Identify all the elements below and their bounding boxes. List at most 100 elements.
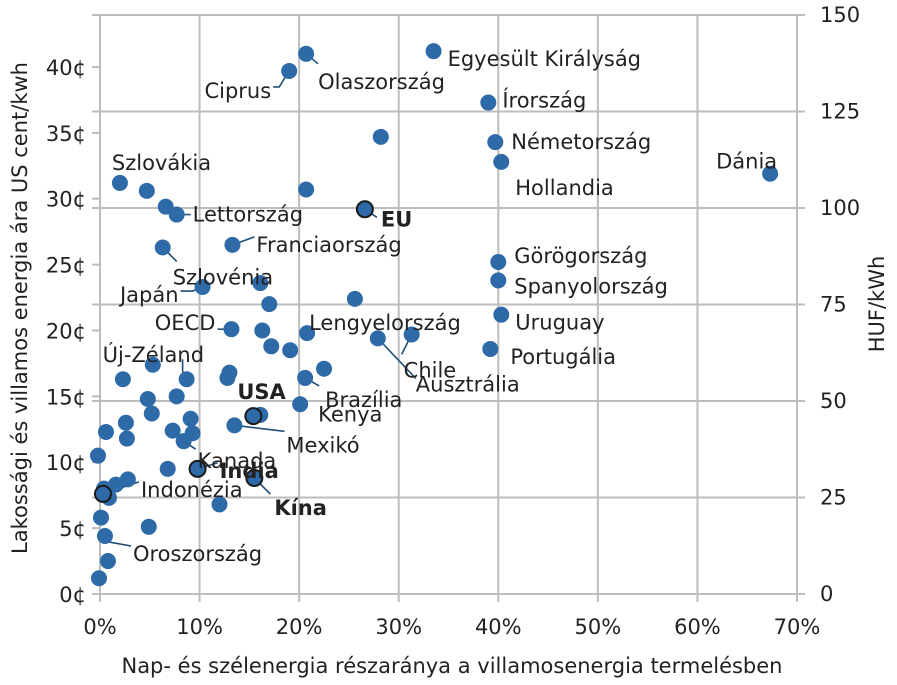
data-point <box>263 338 280 355</box>
leader-line <box>234 424 285 433</box>
x-tick-label: 30% <box>375 615 422 639</box>
data-point-mexikó <box>226 417 243 434</box>
point-label: Németország <box>511 130 651 154</box>
y2-tick-label: 125 <box>820 100 860 124</box>
data-point <box>91 570 108 587</box>
x-tick-label: 40% <box>475 615 522 639</box>
data-point <box>97 423 114 440</box>
y-tick-label: 35¢ <box>46 122 86 146</box>
data-point-görögország <box>490 253 507 270</box>
x-tick-label: 60% <box>674 615 721 639</box>
point-label: USA <box>237 380 286 404</box>
data-point <box>143 405 160 422</box>
y-tick-label: 15¢ <box>46 385 86 409</box>
data-point-írország <box>480 94 497 111</box>
point-label: Írország <box>502 88 586 113</box>
data-point <box>139 391 156 408</box>
data-point <box>282 342 299 359</box>
y2-axis-title: HUF/kWh <box>865 256 889 353</box>
data-point-kenya <box>292 396 309 413</box>
point-label: Dánia <box>716 150 777 174</box>
data-point-lettország <box>168 206 185 223</box>
data-point <box>159 460 176 477</box>
y2-tick-label: 75 <box>820 293 847 317</box>
data-point <box>346 290 363 307</box>
data-point <box>261 296 278 313</box>
y-tick-label: 5¢ <box>59 517 86 541</box>
data-point-ausztrália <box>369 330 386 347</box>
y2-tick-label: 50 <box>820 389 847 413</box>
point-label: Franciaország <box>256 233 401 257</box>
y2-tick-label: 100 <box>820 196 860 220</box>
point-label: Oroszország <box>133 542 262 566</box>
y-axis-title: Lakossági és villamos energia ára US cen… <box>8 62 32 554</box>
point-label: Lengyelország <box>309 311 461 335</box>
data-point-brazília <box>297 369 314 386</box>
point-label: Japán <box>118 283 179 307</box>
data-point <box>164 422 181 439</box>
axis-ticks: 0% 10% 20% 30% 40% 50% 60% 70% 0 25 50 75 100 125 150 0… <box>46 3 860 639</box>
data-point <box>211 496 228 513</box>
data-point-ciprus <box>281 62 298 79</box>
y-tick-label: 40¢ <box>46 56 86 80</box>
point-label: Mexikó <box>286 433 359 457</box>
data-point-olaszország <box>298 45 315 62</box>
data-point-új-zéland <box>178 371 195 388</box>
data-point-németország <box>487 134 504 151</box>
y2-tick-label: 0 <box>820 582 833 606</box>
data-point-uruguay <box>493 306 510 323</box>
data-point <box>114 371 131 388</box>
point-label: Uruguay <box>515 311 604 335</box>
data-point-hollandia <box>493 153 510 170</box>
x-tick-label: 20% <box>276 615 323 639</box>
point-label: Görögország <box>514 244 647 268</box>
point-label: Ciprus <box>204 79 271 103</box>
data-point <box>138 182 155 199</box>
data-point <box>316 360 333 377</box>
grid-lines <box>92 14 805 602</box>
point-label: Szlovénia <box>173 265 273 289</box>
point-label: Chile <box>404 358 457 382</box>
data-point-chile <box>403 326 420 343</box>
data-point-oroszország <box>96 528 113 545</box>
point-label: Szlovákia <box>112 151 211 175</box>
x-axis-title: Nap- és szélenergia részaránya a villamo… <box>121 654 782 678</box>
data-point <box>140 518 157 535</box>
data-point-szlovénia <box>154 239 171 256</box>
data-point <box>168 388 185 405</box>
data-point-kanada <box>175 433 192 450</box>
point-label: Lettország <box>193 203 303 227</box>
point-label: Portugália <box>510 345 616 369</box>
data-point <box>99 553 116 570</box>
y2-tick-label: 25 <box>820 486 847 510</box>
point-label: Egyesült Királyság <box>448 47 641 71</box>
data-point-india <box>188 459 207 478</box>
data-point <box>252 275 269 292</box>
data-point-indonézia <box>93 484 112 503</box>
data-point <box>219 369 236 386</box>
data-point-szlovákia <box>111 174 128 191</box>
data-point-dánia <box>762 165 779 182</box>
y-tick-label: 0¢ <box>59 583 86 607</box>
y-tick-label: 10¢ <box>46 451 86 475</box>
point-label: Brazília <box>325 388 402 412</box>
point-label: Spanyolország <box>514 274 668 298</box>
point-label: EU <box>381 207 412 231</box>
x-tick-label: 10% <box>176 615 223 639</box>
data-point-kína <box>245 469 264 488</box>
point-label: Kanada <box>198 449 277 473</box>
point-label: Új-Zéland <box>103 342 204 367</box>
point-label: Olaszország <box>318 70 445 94</box>
point-label: India <box>220 459 279 483</box>
point-label: Kína <box>274 496 327 520</box>
data-point <box>144 356 161 373</box>
point-label: OECD <box>155 311 216 335</box>
data-point <box>92 509 109 526</box>
point-label: Ausztrália <box>416 372 520 396</box>
data-point <box>372 128 389 145</box>
y-tick-label: 25¢ <box>46 254 86 278</box>
x-tick-label: 0% <box>83 615 116 639</box>
leader-line <box>377 337 417 379</box>
